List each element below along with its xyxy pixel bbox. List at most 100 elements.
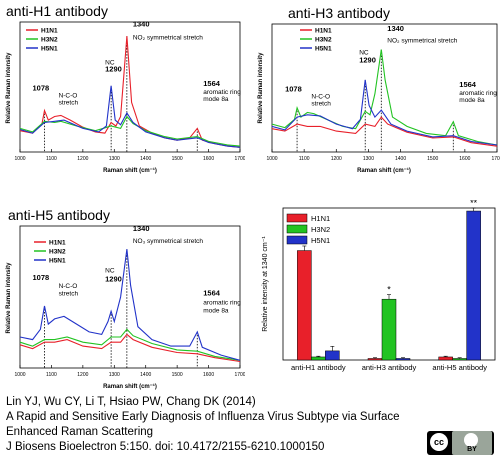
bar-panel-intensity: *anti-H1 antibody*anti-H3 antibody**anti… bbox=[255, 200, 500, 390]
annotation-label: NO₂ symmetrical stretch bbox=[133, 35, 203, 42]
legend-label-h3n2: H3N2 bbox=[315, 37, 332, 44]
annotation-label: aromatic ring bbox=[203, 300, 241, 307]
x-tick-label: 1000 bbox=[14, 156, 25, 162]
legend-label-h3n2: H3N2 bbox=[49, 249, 66, 256]
plot-frame bbox=[19, 21, 241, 153]
person-icon bbox=[464, 433, 478, 447]
legend-swatch-h3n2 bbox=[286, 224, 308, 234]
annotation-label: 1340 bbox=[387, 24, 404, 33]
citation-title-line1: A Rapid and Sensitive Early Diagnosis of… bbox=[6, 411, 400, 423]
legend-swatch-h5n1 bbox=[286, 235, 308, 245]
bar-h5n1 bbox=[395, 358, 411, 361]
x-tick-label: 1700 bbox=[234, 156, 245, 162]
x-tick-label: 1400 bbox=[395, 156, 406, 162]
legend-label-h1n1: H1N1 bbox=[41, 28, 58, 35]
bar-chart-intensity-1340: *anti-H1 antibody*anti-H3 antibody**anti… bbox=[262, 200, 496, 372]
legend-label-h3n2: H3N2 bbox=[41, 37, 58, 44]
x-tick-label: 1700 bbox=[491, 156, 500, 162]
spectrum-panel-anti-h1: 1000 1100 1200 1300 1400 1500 1600 1700 anti-H1 … bbox=[0, 0, 245, 175]
x-tick-label: 1500 bbox=[172, 372, 183, 378]
legend-label-h3n2: H3N2 bbox=[311, 225, 330, 234]
annotation-label: NC bbox=[105, 60, 115, 67]
series-line-h1n1 bbox=[19, 36, 241, 148]
spectrum-panel-anti-h5: 1000 1100 1200 1300 1400 1500 1600 1700 anti-H5 … bbox=[0, 200, 245, 390]
x-tick-label: 1600 bbox=[203, 156, 214, 162]
annotation-label: NO₂ symmetrical stretch bbox=[387, 38, 457, 45]
series-line-h3n2 bbox=[271, 49, 498, 146]
bar-h5n1 bbox=[325, 350, 340, 361]
citation-journal: J Biosens Bioelectron 5:150. doi: 10.417… bbox=[6, 441, 325, 453]
x-tick-label: 1200 bbox=[77, 156, 88, 162]
legend-label-h5n1: H5N1 bbox=[311, 236, 330, 245]
x-tick-label: 1300 bbox=[109, 372, 120, 378]
x-tick-label: 1300 bbox=[363, 156, 374, 162]
spectrum-chart-anti-h5: 1000 1100 1200 1300 1400 1500 1600 1700 anti-H5 … bbox=[6, 207, 245, 390]
annotation-label: mode 8a bbox=[459, 97, 485, 104]
x-tick-label: 1200 bbox=[331, 156, 342, 162]
series-line-h5n1 bbox=[19, 85, 241, 148]
legend-label-h1n1: H1N1 bbox=[49, 240, 66, 247]
x-tick-label: 1100 bbox=[46, 372, 57, 378]
x-tick-label: 1300 bbox=[109, 156, 120, 162]
x-axis-label: Raman shift (cm⁻¹) bbox=[103, 167, 157, 174]
x-tick-label: 1400 bbox=[140, 372, 151, 378]
annotation-label: 1564 bbox=[459, 80, 477, 89]
x-tick-label: 1400 bbox=[140, 156, 151, 162]
annotation-label: mode 8a bbox=[203, 307, 229, 314]
chart-title: anti-H1 antibody bbox=[6, 3, 108, 19]
x-axis-label: Raman shift (cm⁻¹) bbox=[357, 167, 411, 174]
legend-label-h5n1: H5N1 bbox=[41, 46, 58, 53]
y-axis-label: Relative Raman intensity bbox=[6, 262, 12, 334]
annotation-label: NC bbox=[359, 49, 369, 56]
annotation-label: 1078 bbox=[33, 273, 50, 282]
annotation-label: N-C-O bbox=[59, 93, 78, 100]
series-line-h5n1 bbox=[19, 249, 241, 361]
annotation-label: aromatic ring bbox=[459, 90, 497, 97]
bar-h3n2 bbox=[452, 358, 467, 361]
bar-h1n1 bbox=[367, 358, 383, 361]
cc-icon: cc bbox=[430, 433, 448, 451]
series-line-h5n1 bbox=[271, 79, 498, 146]
series-line-h3n2 bbox=[19, 115, 241, 147]
annotation-label: N-C-O bbox=[59, 283, 78, 290]
chart-title: anti-H5 antibody bbox=[8, 207, 110, 223]
chart-title: anti-H3 antibody bbox=[288, 5, 390, 21]
annotation-label: 1078 bbox=[33, 84, 50, 93]
series-line-h1n1 bbox=[19, 333, 241, 363]
bar-h3n2 bbox=[311, 356, 326, 361]
cc-by-license-badge: cc BY bbox=[427, 431, 494, 455]
legend-swatch-h1n1 bbox=[286, 213, 308, 223]
legend-label-h5n1: H5N1 bbox=[49, 258, 66, 265]
x-tick-label: 1100 bbox=[299, 156, 310, 162]
y-axis-label: Relative Raman intensity bbox=[258, 52, 264, 124]
series-line-h1n1 bbox=[271, 116, 498, 147]
category-label: anti-H5 antibody bbox=[432, 363, 487, 372]
legend-label-h5n1: H5N1 bbox=[315, 46, 332, 53]
annotation-label: 1340 bbox=[133, 20, 150, 29]
annotation-label: stretch bbox=[59, 100, 79, 107]
annotation-label: 1078 bbox=[285, 84, 302, 93]
x-axis-label: Raman shift (cm⁻¹) bbox=[103, 383, 157, 390]
x-tick-label: 1600 bbox=[203, 372, 214, 378]
x-tick-label: 1000 bbox=[266, 156, 277, 162]
x-tick-label: 1100 bbox=[46, 156, 57, 162]
annotation-label: NO₃ symmetrical stretch bbox=[133, 238, 204, 245]
y-axis-label: Relative Raman intensity bbox=[6, 52, 12, 124]
annotation-label: 1340 bbox=[133, 224, 150, 233]
legend-label-h1n1: H1N1 bbox=[311, 214, 330, 223]
annotation-label: 1290 bbox=[105, 275, 122, 284]
annotation-label: 1290 bbox=[105, 65, 122, 74]
citation-title-line2: Enhanced Raman Scattering bbox=[6, 426, 154, 438]
annotation-label: 1564 bbox=[203, 289, 221, 298]
annotation-label: 1564 bbox=[203, 79, 221, 88]
annotation-label: stretch bbox=[311, 100, 331, 107]
x-tick-label: 1500 bbox=[172, 156, 183, 162]
category-label: anti-H3 antibody bbox=[362, 363, 417, 372]
plot-frame bbox=[271, 23, 498, 153]
series-line-h3n2 bbox=[19, 328, 241, 361]
annotation-label: mode 8a bbox=[203, 96, 229, 103]
bar-h1n1 bbox=[297, 250, 312, 361]
annotation-label: NC bbox=[105, 267, 115, 274]
plot-frame bbox=[19, 225, 241, 369]
by-label: BY bbox=[467, 446, 477, 453]
